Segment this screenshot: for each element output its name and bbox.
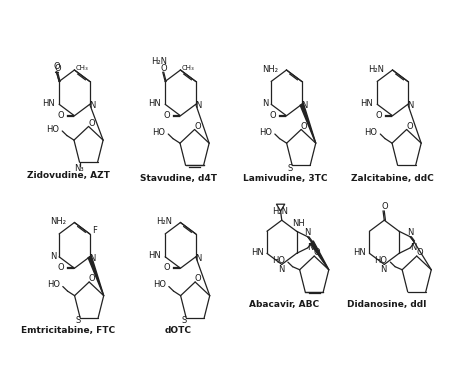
Text: O: O [194,122,201,131]
Text: HO: HO [46,125,59,134]
Text: N: N [89,101,95,110]
Text: O: O [163,111,170,120]
Text: O: O [301,122,308,131]
Text: O: O [382,202,388,212]
Text: N: N [305,228,311,237]
Text: HO: HO [47,280,60,289]
Text: S: S [287,164,292,173]
Text: NH₂: NH₂ [51,217,66,226]
Text: S: S [181,316,186,325]
Text: O: O [57,263,64,272]
Text: Didanosine, ddI: Didanosine, ddI [347,300,427,310]
Text: O: O [416,248,423,258]
Text: N: N [308,243,314,252]
Text: Lamivudine, 3TC: Lamivudine, 3TC [243,174,328,183]
Text: F: F [92,226,97,235]
Text: O: O [88,119,95,128]
Text: O: O [163,263,170,272]
Text: O: O [375,111,382,120]
Text: N: N [50,252,56,261]
Text: O: O [161,63,167,73]
Polygon shape [88,256,104,296]
Text: N: N [278,265,284,273]
Text: HN: HN [251,248,264,257]
Text: O: O [195,275,201,283]
Text: H₂N: H₂N [156,217,173,226]
Text: CH₃: CH₃ [76,65,89,71]
Text: HO: HO [365,128,377,137]
Text: O: O [269,111,276,120]
Text: HO: HO [153,280,166,289]
Text: NH₂: NH₂ [263,65,279,74]
Text: O: O [89,275,95,283]
Text: HN: HN [42,99,55,108]
Text: Zidovudine, AZT: Zidovudine, AZT [27,171,110,180]
Text: O: O [314,248,320,258]
Text: HN: HN [360,99,373,108]
Text: N: N [89,254,95,263]
Text: Zalcitabine, ddC: Zalcitabine, ddC [351,174,434,183]
Polygon shape [300,103,316,143]
Text: O: O [406,122,413,131]
Text: HO: HO [259,128,272,137]
Text: N: N [195,254,201,263]
Text: N: N [195,101,201,110]
Text: N: N [381,265,387,273]
Text: N: N [262,99,268,108]
Text: HO: HO [152,128,165,137]
Text: HN: HN [353,248,366,257]
Text: Abacavir, ABC: Abacavir, ABC [249,300,319,310]
Text: H₂N: H₂N [273,207,289,216]
Text: HN: HN [148,251,161,260]
Text: O: O [57,111,64,120]
Text: O: O [53,63,60,71]
Text: Stavudine, d4T: Stavudine, d4T [140,174,217,183]
Text: H₂N: H₂N [369,65,384,74]
Text: dOTC: dOTC [164,326,191,335]
Text: H₂N: H₂N [151,57,167,66]
Text: N: N [410,243,416,252]
Text: Emtricitabine, FTC: Emtricitabine, FTC [21,326,116,335]
Text: HN: HN [148,99,161,108]
Text: O: O [55,63,61,73]
Text: N: N [301,101,307,110]
Text: N₃: N₃ [74,164,84,173]
Text: HO: HO [272,256,285,265]
Text: CH₃: CH₃ [182,65,194,71]
Polygon shape [310,241,329,270]
Text: HO: HO [374,256,387,265]
Text: S: S [75,316,81,325]
Text: N: N [407,228,413,237]
Text: N: N [407,101,413,110]
Text: NH: NH [292,219,305,228]
